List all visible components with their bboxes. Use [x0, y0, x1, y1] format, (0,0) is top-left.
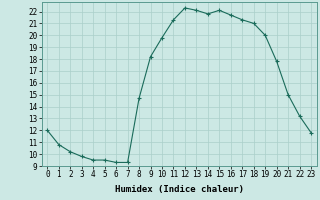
X-axis label: Humidex (Indice chaleur): Humidex (Indice chaleur) — [115, 185, 244, 194]
